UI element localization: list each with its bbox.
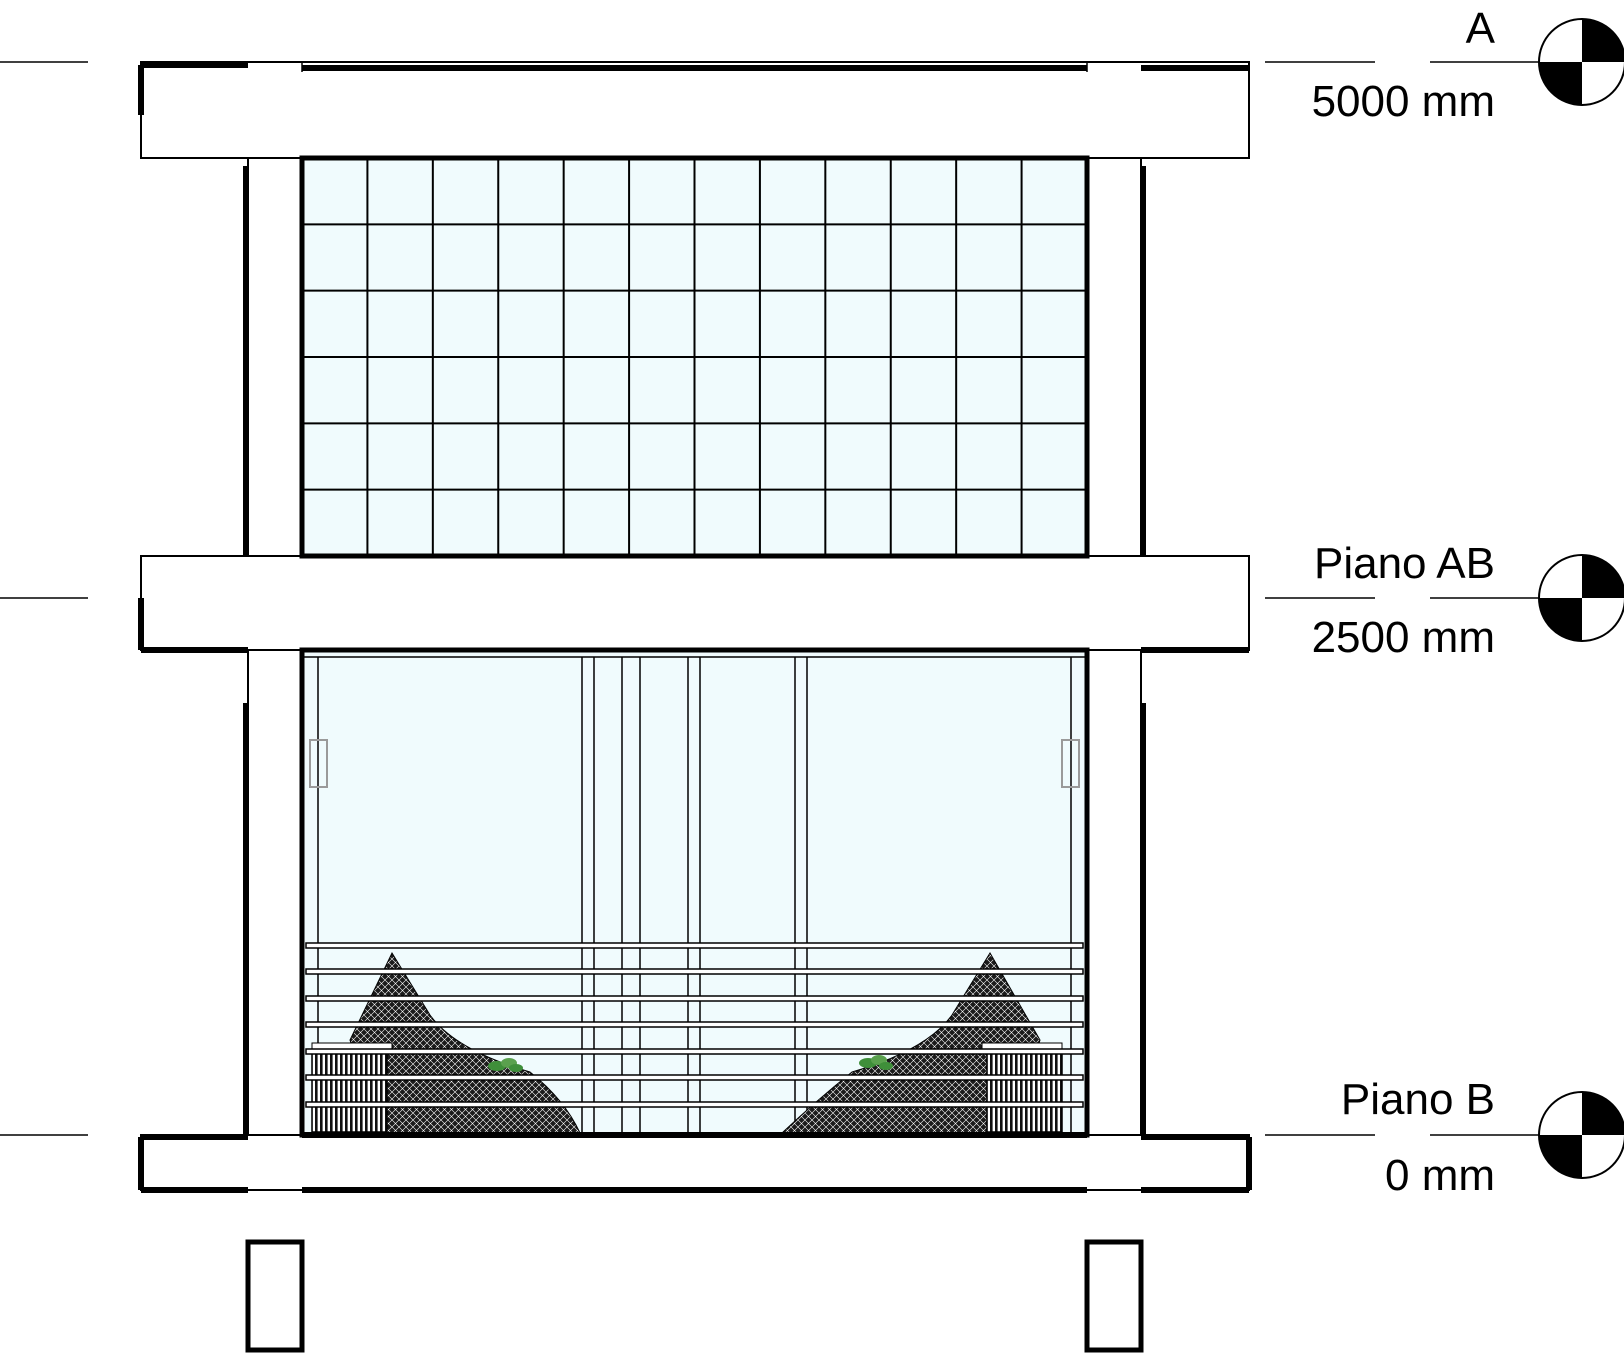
level-datum-icon	[1538, 1091, 1624, 1179]
railing-bar	[305, 968, 1084, 975]
foundation-pier-left	[245, 1239, 305, 1353]
level-marker-piano-b: Piano B 0 mm	[1341, 1075, 1624, 1200]
sliding-door-frames	[581, 657, 808, 1135]
side-table-right	[981, 1042, 1063, 1133]
railing-bar	[305, 942, 1084, 949]
ground-slab	[138, 1134, 1252, 1193]
balcony-railing	[305, 942, 1084, 1108]
level-marker-piano-ab: Piano AB 2500 mm	[1312, 539, 1624, 662]
plant-right-icon	[859, 1055, 893, 1070]
foundation-pier-right	[1084, 1239, 1144, 1353]
level-piano-ab-name: Piano AB	[1314, 539, 1495, 588]
level-piano-b-name: Piano B	[1341, 1075, 1495, 1124]
railing-bar	[305, 1074, 1084, 1081]
door-handle-right-icon	[1061, 739, 1080, 788]
railing-bar	[305, 995, 1084, 1002]
level-piano-b-elevation: 0 mm	[1385, 1151, 1495, 1200]
level-a-elevation: 5000 mm	[1312, 77, 1495, 126]
level-datum-icon	[1538, 554, 1624, 642]
side-table-left	[311, 1042, 393, 1133]
railing-bar	[305, 1048, 1084, 1055]
level-a-name: A	[1466, 4, 1496, 53]
roof-slab	[138, 61, 1250, 159]
railing-bar	[305, 1021, 1084, 1028]
door-handle-left-icon	[309, 739, 328, 788]
middle-slab	[138, 555, 1250, 653]
upper-glass-mullions	[302, 158, 1087, 556]
level-piano-ab-elevation: 2500 mm	[1312, 613, 1495, 662]
column-edges	[243, 166, 1146, 1135]
plant-left-icon	[488, 1058, 523, 1072]
upper-glazed-panel	[299, 155, 1090, 559]
level-datum-icon	[1538, 18, 1624, 106]
level-marker-a: A 5000 mm	[1312, 4, 1624, 126]
railing-bar	[305, 1101, 1084, 1108]
